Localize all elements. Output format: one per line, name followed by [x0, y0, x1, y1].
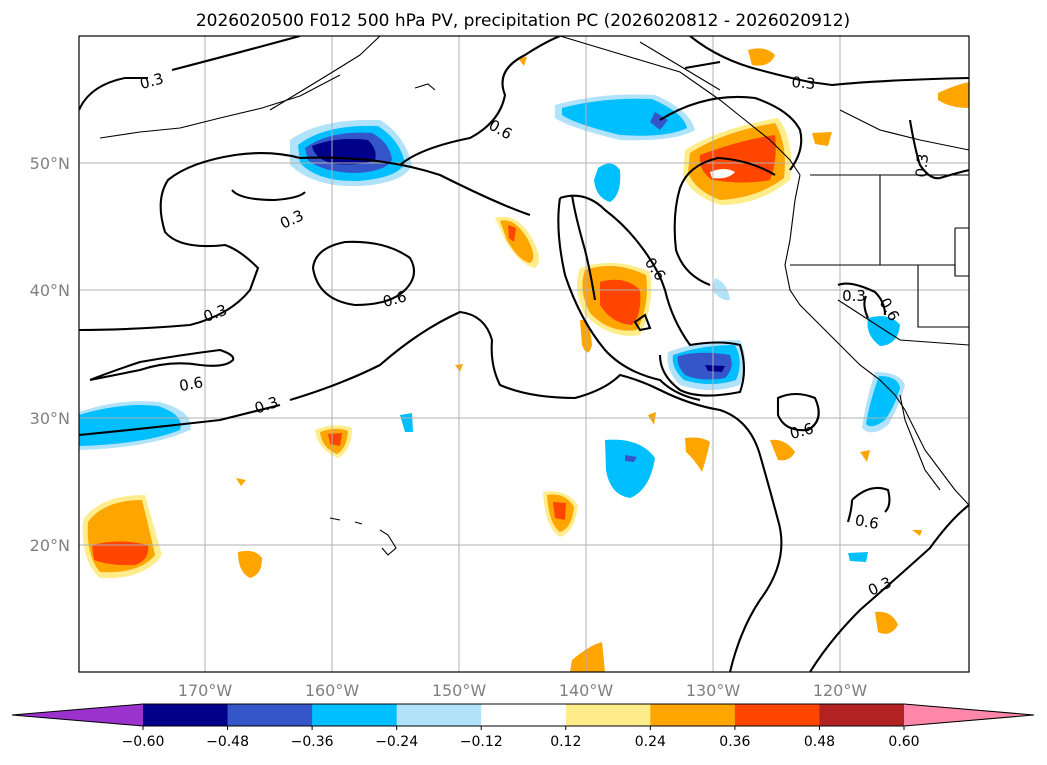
- lat-label: 40°N: [30, 281, 70, 300]
- colorbar-tick-label: −0.48: [206, 734, 249, 750]
- contour-label: 0.3: [842, 287, 866, 305]
- lat-label: 50°N: [30, 154, 70, 173]
- coastlines: [99, 36, 969, 556]
- shade-pos-west: [82, 495, 162, 579]
- colorbar-tick-label: 0.48: [804, 734, 835, 750]
- shade-neg-subtropic: [667, 340, 745, 390]
- colorbar-segment: [143, 704, 229, 726]
- colorbar-segment: [565, 704, 651, 726]
- map-background: [79, 36, 969, 672]
- map-panel: 0.3 0.6 0.3 0.6 0.3 0.6 0.3 0.6 0.6 0.3 …: [78, 35, 970, 673]
- contour-label: 0.6: [178, 373, 205, 395]
- graticule: [79, 36, 969, 672]
- shade-neg-gulf-alaska: [555, 94, 695, 141]
- colorbar-extend-low: [12, 704, 143, 726]
- lon-label: 150°W: [432, 681, 487, 700]
- map-title: 2026020500 F012 500 hPa PV, precipitatio…: [196, 11, 850, 31]
- lat-label: 20°N: [30, 536, 70, 555]
- map-frame: [78, 35, 970, 673]
- colorbar-segment: [650, 704, 736, 726]
- colorbar-segment: [734, 704, 820, 726]
- colorbar-segment: [819, 704, 905, 726]
- pv-contours: [79, 36, 969, 672]
- shade-pos-central: [576, 262, 652, 336]
- colorbar-segment: [396, 704, 482, 726]
- contour-label: 0.6: [854, 511, 881, 533]
- latitude-labels: 50°N 40°N 30°N 20°N: [30, 154, 70, 555]
- colorbar-tick-label: 0.12: [550, 734, 581, 750]
- colorbar-tick-label: −0.36: [291, 734, 334, 750]
- colorbar-segment: [227, 704, 313, 726]
- colorbar-tick-label: −0.60: [122, 734, 165, 750]
- lat-label: 30°N: [30, 409, 70, 428]
- contour-label: 0.3: [138, 69, 166, 93]
- colorbar-segment: [481, 704, 567, 726]
- contour-label: 0.3: [912, 153, 932, 178]
- contour-label: 0.3: [791, 73, 816, 93]
- colorbar-tick-label: −0.12: [460, 734, 503, 750]
- colorbar-tick-label: −0.24: [375, 734, 418, 750]
- lon-label: 130°W: [686, 681, 741, 700]
- contour-label: 0.6: [381, 287, 409, 311]
- shade-pos-ne: [938, 82, 969, 108]
- lon-label: 120°W: [813, 681, 868, 700]
- longitude-labels: 170°W 160°W 150°W 140°W 130°W 120°W: [178, 681, 868, 700]
- shade-neg-small-2: [605, 439, 655, 498]
- colorbar-tick-label: 0.60: [888, 734, 919, 750]
- shade-neg-small-1: [594, 163, 621, 202]
- lon-label: 170°W: [178, 681, 233, 700]
- colorbar: −0.60 −0.48 −0.36 −0.24 −0.12 0.12 0.24 0.36 0.4…: [11, 703, 1035, 750]
- colorbar-segment: [312, 704, 398, 726]
- colorbar-extend-high: [904, 704, 1034, 726]
- precip-shading: [79, 48, 969, 672]
- colorbar-tick-label: 0.36: [719, 734, 750, 750]
- lon-label: 140°W: [559, 681, 614, 700]
- colorbar-tick-label: 0.24: [635, 734, 666, 750]
- shade-neg-california: [867, 316, 900, 346]
- lon-label: 160°W: [305, 681, 360, 700]
- contour-label: 0.6: [788, 419, 816, 443]
